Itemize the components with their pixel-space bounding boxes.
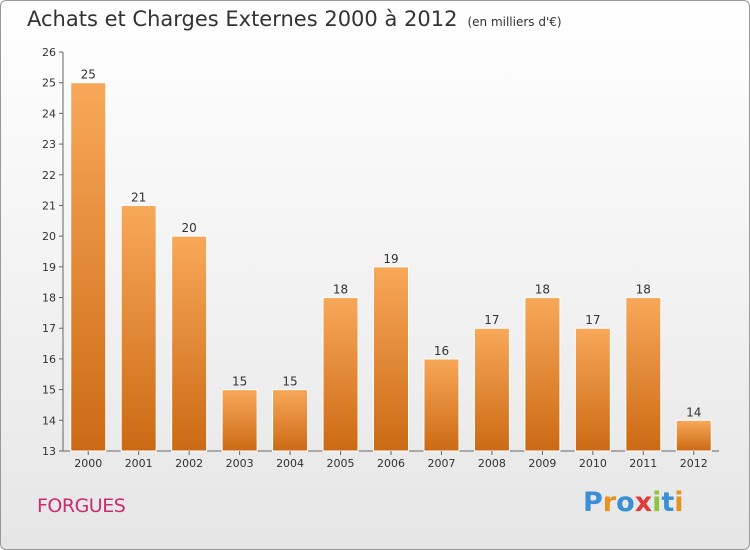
data-label: 19	[383, 252, 398, 266]
data-label: 18	[636, 283, 651, 297]
x-tick-label: 2008	[478, 457, 506, 470]
bar	[524, 297, 561, 452]
commune-name: FORGUES	[37, 495, 126, 517]
logo-letter: x	[634, 487, 653, 518]
data-label: 16	[434, 344, 449, 358]
y-tick-label: 20	[42, 230, 56, 243]
data-label: 17	[484, 313, 499, 327]
y-tick-label: 13	[42, 445, 56, 458]
chart-title: Achats et Charges Externes 2000 à 2012 (e…	[27, 7, 562, 31]
data-label: 15	[232, 375, 247, 389]
y-tick-label: 21	[42, 199, 56, 212]
bar	[221, 389, 258, 452]
bar	[423, 358, 460, 452]
y-tick-label: 22	[42, 169, 56, 182]
bar	[70, 82, 107, 452]
y-tick-label: 18	[42, 292, 56, 305]
x-tick-label: 2001	[125, 457, 153, 470]
bar	[171, 235, 208, 452]
y-tick-label: 15	[42, 384, 56, 397]
data-label: 18	[535, 283, 550, 297]
x-tick-label: 2005	[327, 457, 355, 470]
x-tick-label: 2003	[226, 457, 254, 470]
x-tick-label: 2009	[528, 457, 556, 470]
data-label: 25	[81, 68, 96, 82]
x-tick-label: 2000	[74, 457, 102, 470]
bar	[322, 297, 359, 452]
bar	[473, 327, 510, 452]
x-tick-label: 2007	[427, 457, 455, 470]
bar	[120, 204, 157, 452]
y-tick-label: 16	[42, 353, 56, 366]
proxiti-logo: Proxiti	[583, 487, 684, 518]
title-text: Achats et Charges Externes 2000 à 2012	[27, 7, 458, 31]
x-tick-label: 2010	[579, 457, 607, 470]
bar	[272, 389, 309, 452]
bar	[574, 327, 611, 452]
x-tick-label: 2006	[377, 457, 405, 470]
x-tick-label: 2011	[629, 457, 657, 470]
bar	[675, 419, 712, 452]
logo-letter: i	[652, 487, 662, 518]
logo-letter: o	[616, 487, 635, 518]
logo-letter: r	[602, 487, 617, 518]
y-tick-label: 25	[42, 77, 56, 90]
unit-label: (en milliers d'€)	[467, 15, 562, 29]
logo-letter: t	[661, 487, 675, 518]
x-tick-label: 2012	[680, 457, 708, 470]
data-label: 17	[585, 313, 600, 327]
logo-letter: P	[583, 487, 603, 518]
data-label: 21	[131, 190, 146, 204]
data-label: 15	[282, 375, 297, 389]
data-label: 20	[182, 221, 197, 235]
y-tick-label: 14	[42, 414, 56, 427]
logo-letter: i	[674, 487, 684, 518]
data-label: 14	[686, 405, 701, 419]
y-tick-label: 19	[42, 261, 56, 274]
bar	[373, 266, 409, 452]
data-label: 18	[333, 283, 348, 297]
y-tick-label: 23	[42, 138, 56, 151]
y-tick-label: 17	[42, 322, 56, 335]
x-tick-label: 2002	[175, 457, 203, 470]
bar	[625, 297, 662, 452]
y-tick-label: 26	[42, 46, 56, 59]
x-tick-label: 2004	[276, 457, 304, 470]
y-tick-label: 24	[42, 107, 56, 120]
